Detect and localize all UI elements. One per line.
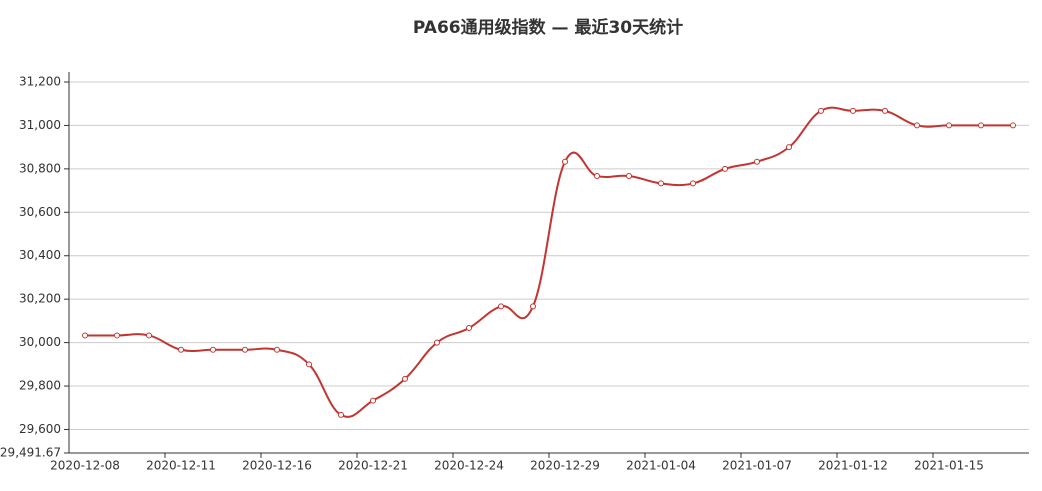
y-tick-label: 30,200	[19, 292, 61, 306]
point	[370, 397, 376, 404]
y-tick-label: 30,600	[19, 205, 61, 219]
x-tick-label: 2021-01-15	[914, 459, 984, 473]
chart-title: PA66通用级指数 — 最近30天统计	[413, 17, 683, 38]
point	[242, 346, 248, 353]
point	[850, 107, 856, 114]
point	[146, 332, 152, 339]
x-tick-label: 2020-12-08	[50, 459, 120, 473]
point	[530, 303, 536, 310]
x-tick-label: 2021-01-07	[722, 459, 792, 473]
x-tick-label: 2020-12-16	[242, 459, 312, 473]
x-tick-label: 2020-12-29	[530, 459, 600, 473]
point	[1010, 122, 1016, 129]
point	[562, 158, 568, 165]
point	[978, 122, 984, 129]
point	[914, 122, 920, 129]
point	[594, 173, 600, 180]
line	[85, 106, 1013, 418]
y-tick-label: 29,600	[19, 422, 61, 436]
point	[658, 180, 664, 187]
x-tick-label: 2020-12-11	[146, 459, 216, 473]
point	[498, 303, 504, 310]
x-tick-label: 2021-01-04	[626, 459, 696, 473]
point	[754, 158, 760, 165]
y-tick-label: 29,491.67	[0, 446, 61, 460]
point	[818, 107, 824, 114]
y-tick-label: 29,800	[19, 379, 61, 393]
point	[434, 339, 440, 346]
point	[210, 346, 216, 353]
point	[338, 411, 344, 418]
point	[786, 144, 792, 151]
x-tick-label: 2020-12-21	[338, 459, 408, 473]
y-tick-label: 31,200	[19, 75, 61, 89]
point	[466, 325, 472, 332]
point	[178, 346, 184, 353]
point	[946, 122, 952, 129]
point	[626, 173, 632, 180]
point	[82, 332, 88, 339]
point	[690, 180, 696, 187]
y-tick-label: 30,400	[19, 248, 61, 262]
point	[722, 165, 728, 172]
point	[882, 107, 888, 114]
point	[306, 361, 312, 368]
point	[274, 346, 280, 353]
y-tick-label: 30,800	[19, 161, 61, 175]
x-tick-label: 2021-01-12	[818, 459, 888, 473]
y-tick-label: 31,000	[19, 118, 61, 132]
y-tick-label: 30,000	[19, 335, 61, 349]
point	[402, 375, 408, 382]
x-tick-label: 2020-12-24	[434, 459, 504, 473]
point	[114, 332, 120, 339]
